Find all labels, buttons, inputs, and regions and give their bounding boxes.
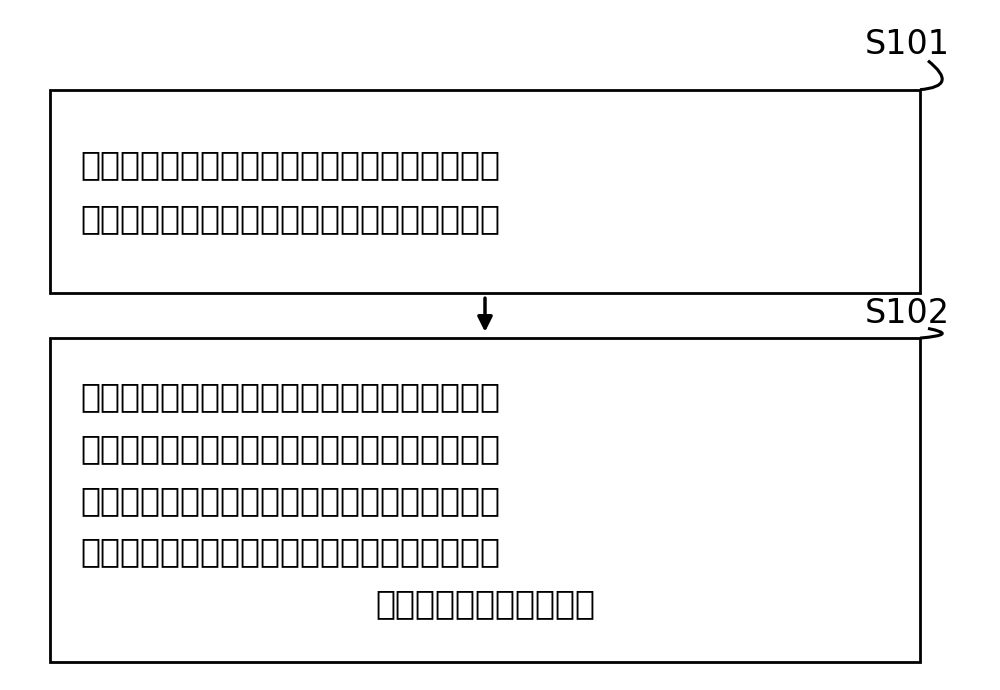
Text: 若充电电池的充放电循环次数大于预设循环次数: 若充电电池的充放电循环次数大于预设循环次数 (80, 380, 500, 413)
Bar (50, 90, 920, 293)
Text: 压，以及将充电电池的电流充电至初始截止电流: 压，以及将充电电池的电流充电至初始截止电流 (80, 202, 500, 235)
Text: 电流充电至预设截止电流: 电流充电至预设截止电流 (375, 587, 595, 620)
Bar (50, 338, 920, 662)
Text: 池的电压充电至预设截止电压以及将充电电池的: 池的电压充电至预设截止电压以及将充电电池的 (80, 535, 500, 569)
Text: S102: S102 (865, 297, 950, 331)
Text: S101: S101 (865, 28, 950, 61)
Text: 将移动终端的充电电池的电压充电至初始截止电: 将移动终端的充电电池的电压充电至初始截止电 (80, 148, 500, 181)
Text: 条件，则对充电电池进行补充充电，以将充电电: 条件，则对充电电池进行补充充电，以将充电电 (80, 484, 500, 517)
Text: 阈值，且充电电池的当前状态信息满足第一预设: 阈值，且充电电池的当前状态信息满足第一预设 (80, 432, 500, 465)
